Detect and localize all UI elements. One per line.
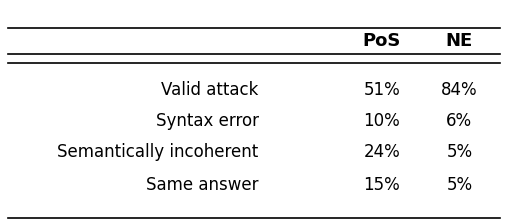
Text: NE: NE xyxy=(445,32,472,50)
Text: Valid attack: Valid attack xyxy=(161,81,258,99)
Text: Semantically incoherent: Semantically incoherent xyxy=(57,143,258,161)
Text: 15%: 15% xyxy=(363,176,399,194)
Text: 51%: 51% xyxy=(363,81,399,99)
Text: 5%: 5% xyxy=(445,143,472,161)
Text: 6%: 6% xyxy=(445,112,472,130)
Text: PoS: PoS xyxy=(362,32,400,50)
Text: 24%: 24% xyxy=(363,143,399,161)
Text: Same answer: Same answer xyxy=(146,176,258,194)
Text: 84%: 84% xyxy=(440,81,477,99)
Text: 5%: 5% xyxy=(445,176,472,194)
Text: Syntax error: Syntax error xyxy=(156,112,258,130)
Text: 10%: 10% xyxy=(363,112,399,130)
